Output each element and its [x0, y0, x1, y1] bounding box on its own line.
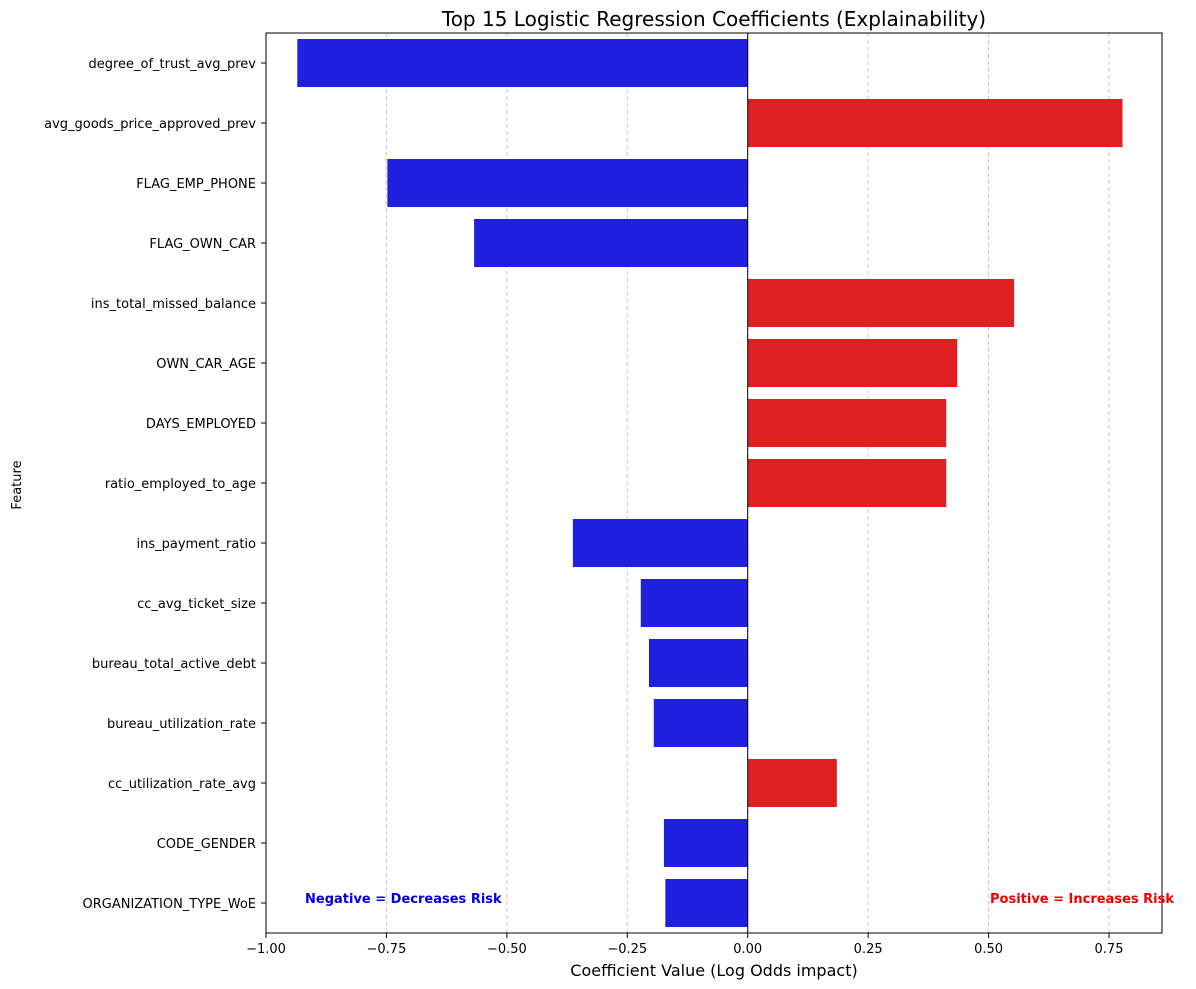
y-tick-label: cc_avg_ticket_size	[137, 597, 256, 612]
bar	[665, 879, 748, 927]
bar	[297, 39, 748, 87]
x-tick-label: −0.25	[607, 942, 647, 957]
bar	[747, 279, 1015, 327]
x-axis-label: Coefficient Value (Log Odds impact)	[570, 961, 857, 980]
y-tick-label: bureau_utilization_rate	[107, 717, 256, 732]
y-tick-label: ins_payment_ratio	[136, 537, 256, 552]
y-tick-label: DAYS_EMPLOYED	[146, 417, 256, 432]
bar	[648, 639, 748, 687]
x-tick-label: −1.00	[246, 942, 286, 957]
y-tick-label: CODE_GENDER	[157, 837, 256, 852]
bar	[474, 219, 748, 267]
negative-annotation: Negative = Decreases Risk	[305, 892, 502, 907]
y-tick-label: FLAG_EMP_PHONE	[136, 177, 256, 192]
x-tick-labels: −1.00 −0.75 −0.50 −0.25 0.00 0.25 0.50 0.75	[246, 933, 1123, 957]
x-tick-label: 0.00	[733, 942, 762, 957]
bar	[747, 99, 1123, 147]
y-tick-label: ORGANIZATION_TYPE_WoE	[82, 897, 256, 912]
y-tick-label: bureau_total_active_debt	[92, 657, 256, 672]
y-tick-label: degree_of_trust_avg_prev	[88, 57, 256, 72]
x-tick-label: −0.75	[367, 942, 407, 957]
bar	[747, 459, 947, 507]
bar	[640, 579, 748, 627]
bar	[747, 399, 947, 447]
y-tick-label: ins_total_missed_balance	[91, 297, 256, 312]
x-tick-label: 0.25	[854, 942, 883, 957]
positive-annotation: Positive = Increases Risk	[990, 892, 1174, 907]
x-tick-label: 0.50	[974, 942, 1003, 957]
y-tick-labels: degree_of_trust_avg_prev avg_goods_price_…	[44, 57, 266, 912]
y-tick-label: FLAG_OWN_CAR	[149, 237, 256, 252]
bar	[747, 339, 958, 387]
bar	[747, 759, 837, 807]
y-tick-label: cc_utilization_rate_avg	[108, 777, 256, 792]
y-tick-label: ratio_employed_to_age	[105, 477, 256, 492]
y-tick-label: avg_goods_price_approved_prev	[44, 117, 256, 132]
bars	[297, 39, 1123, 927]
y-tick-label: OWN_CAR_AGE	[156, 357, 256, 372]
bar	[663, 819, 748, 867]
x-tick-label: −0.50	[487, 942, 527, 957]
y-axis-label: Feature	[10, 460, 25, 509]
bar	[572, 519, 748, 567]
x-tick-label: 0.75	[1095, 942, 1124, 957]
bar	[387, 159, 748, 207]
bar	[653, 699, 748, 747]
chart-title: Top 15 Logistic Regression Coefficients …	[441, 7, 986, 31]
